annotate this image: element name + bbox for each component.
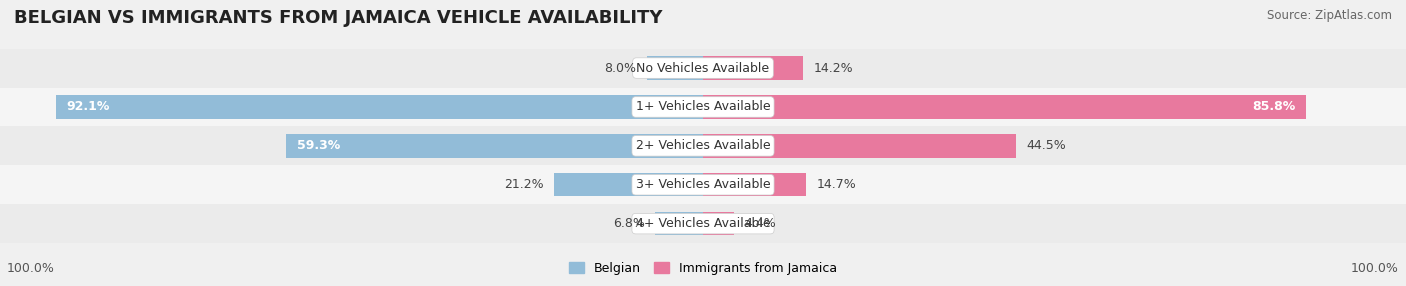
Bar xyxy=(655,212,703,235)
Bar xyxy=(0,165,1406,204)
Bar xyxy=(287,134,703,158)
Bar xyxy=(0,88,1406,126)
Bar xyxy=(0,49,1406,88)
Bar xyxy=(703,95,1306,119)
Text: No Vehicles Available: No Vehicles Available xyxy=(637,61,769,75)
Text: 92.1%: 92.1% xyxy=(66,100,110,114)
Text: 4+ Vehicles Available: 4+ Vehicles Available xyxy=(636,217,770,230)
Text: 1+ Vehicles Available: 1+ Vehicles Available xyxy=(636,100,770,114)
Text: 6.8%: 6.8% xyxy=(613,217,644,230)
Text: 2+ Vehicles Available: 2+ Vehicles Available xyxy=(636,139,770,152)
Text: 8.0%: 8.0% xyxy=(605,61,637,75)
Text: 4.4%: 4.4% xyxy=(745,217,776,230)
Text: 3+ Vehicles Available: 3+ Vehicles Available xyxy=(636,178,770,191)
Bar xyxy=(703,173,807,196)
Bar xyxy=(703,134,1015,158)
Text: 14.7%: 14.7% xyxy=(817,178,856,191)
Text: Source: ZipAtlas.com: Source: ZipAtlas.com xyxy=(1267,9,1392,21)
Bar xyxy=(703,212,734,235)
Text: 100.0%: 100.0% xyxy=(7,262,55,275)
Text: BELGIAN VS IMMIGRANTS FROM JAMAICA VEHICLE AVAILABILITY: BELGIAN VS IMMIGRANTS FROM JAMAICA VEHIC… xyxy=(14,9,662,27)
Text: 85.8%: 85.8% xyxy=(1253,100,1296,114)
Text: 59.3%: 59.3% xyxy=(297,139,340,152)
Bar xyxy=(647,56,703,80)
Bar xyxy=(0,204,1406,243)
Bar xyxy=(0,126,1406,165)
Text: 100.0%: 100.0% xyxy=(1351,262,1399,275)
Bar xyxy=(56,95,703,119)
Bar xyxy=(554,173,703,196)
Legend: Belgian, Immigrants from Jamaica: Belgian, Immigrants from Jamaica xyxy=(564,257,842,280)
Text: 21.2%: 21.2% xyxy=(503,178,543,191)
Bar xyxy=(703,56,803,80)
Text: 44.5%: 44.5% xyxy=(1026,139,1066,152)
Text: 14.2%: 14.2% xyxy=(813,61,853,75)
